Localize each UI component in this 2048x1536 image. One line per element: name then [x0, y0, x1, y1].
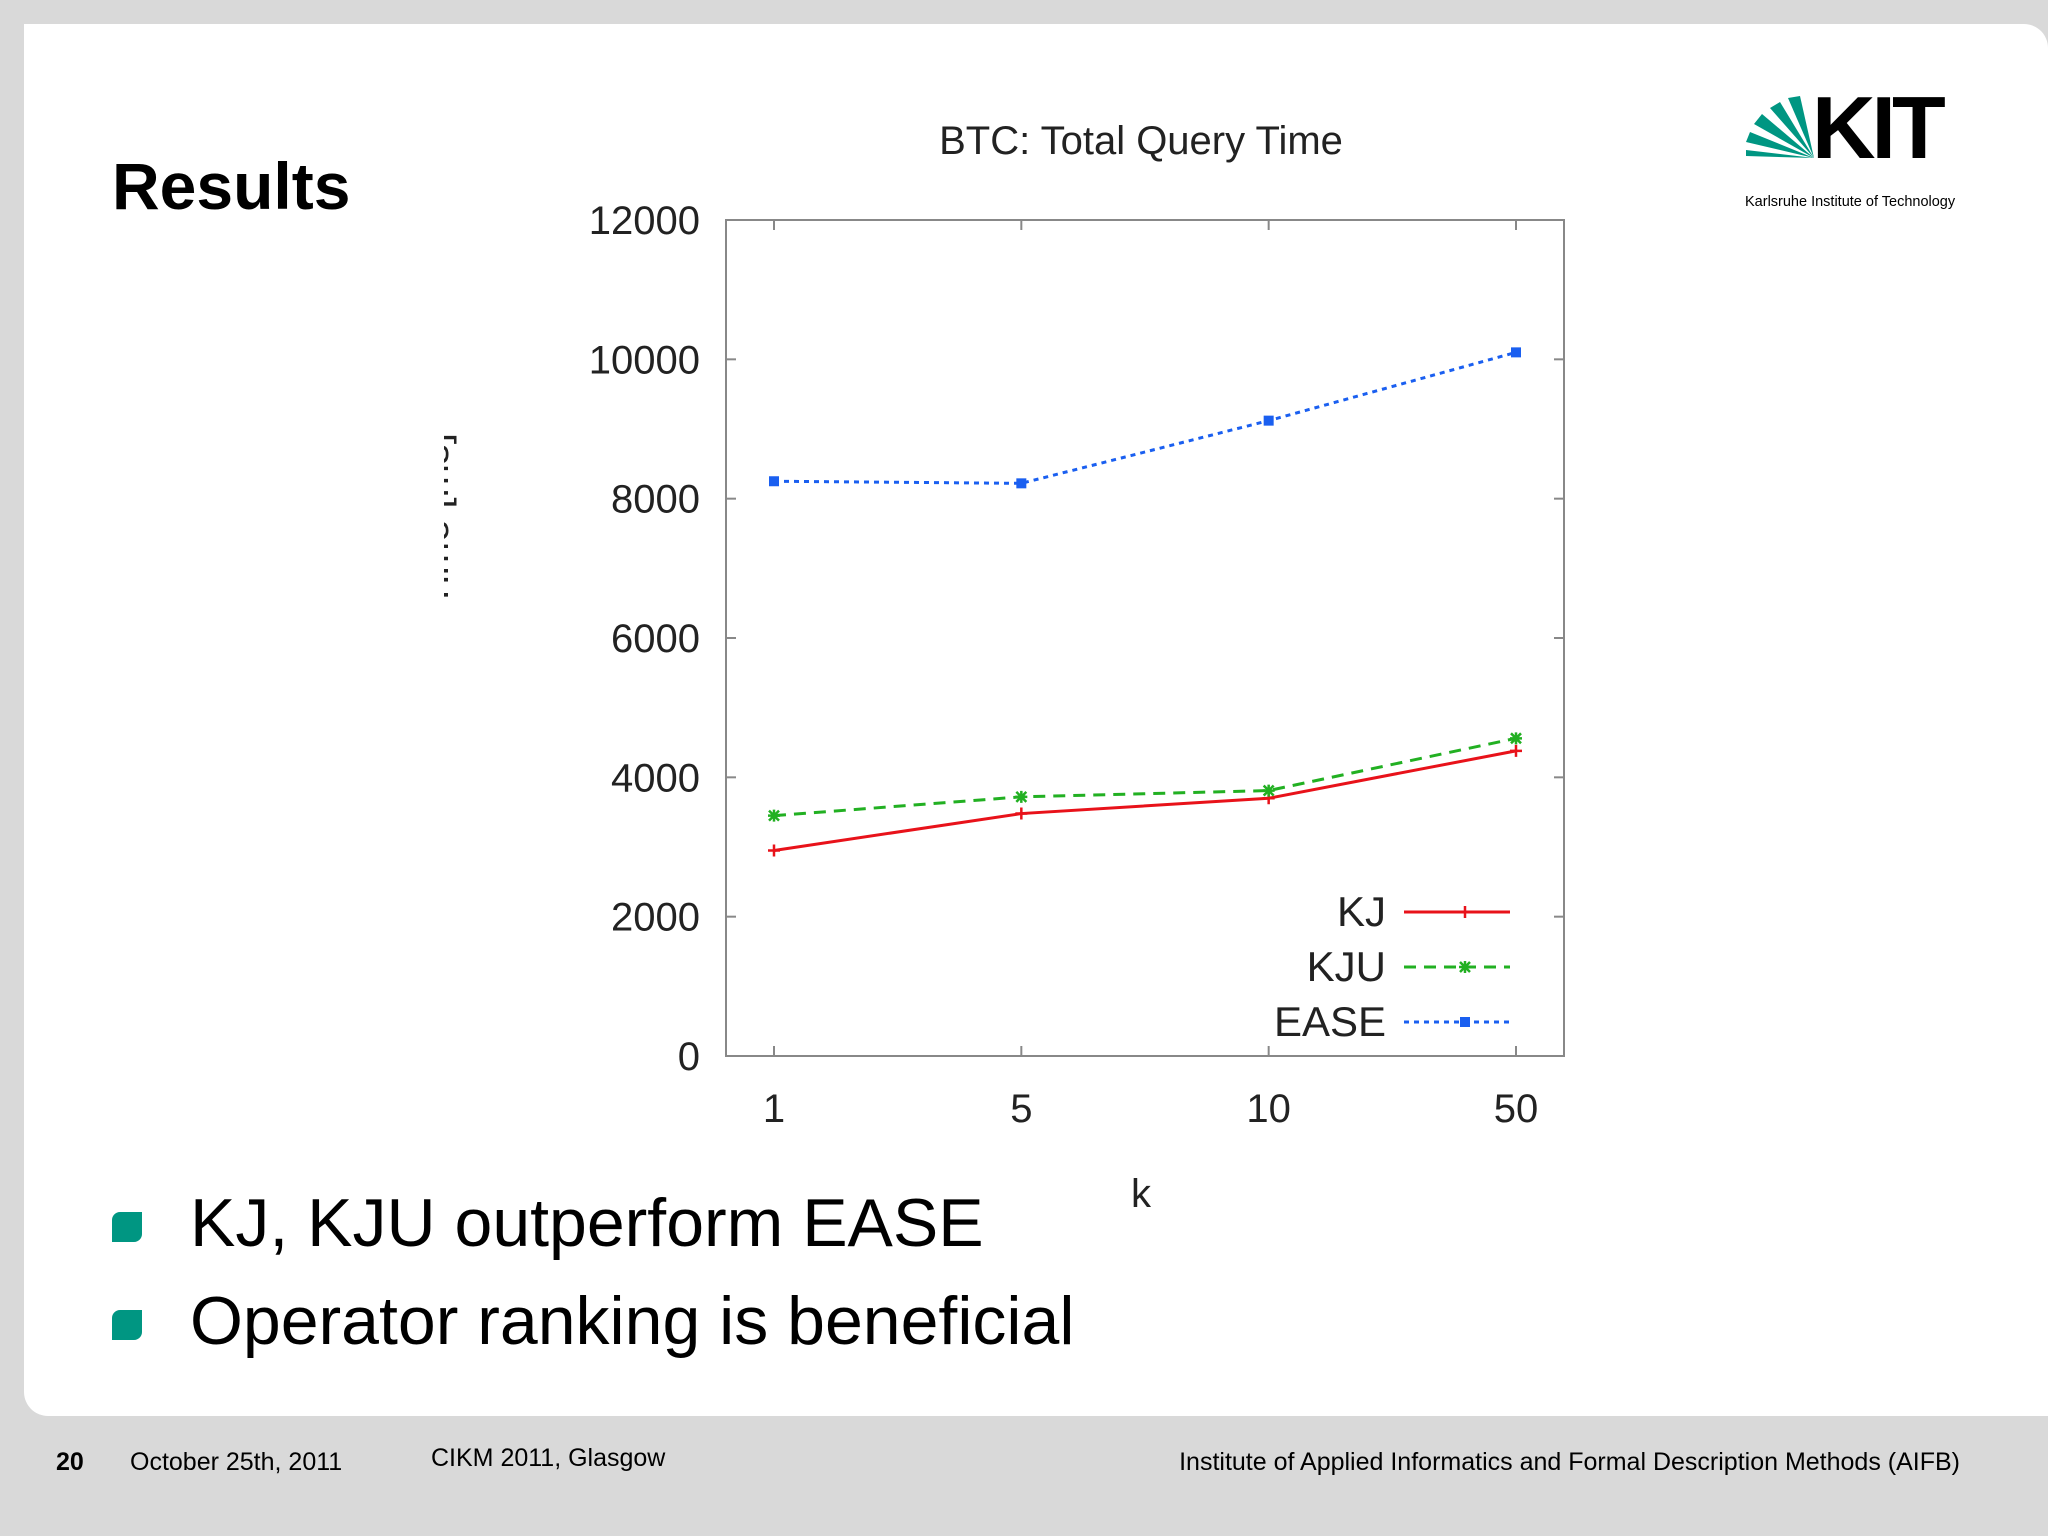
data-point-kj	[1510, 744, 1522, 757]
x-tick-label: 50	[1494, 1087, 1539, 1131]
series-kju	[768, 732, 1522, 822]
x-axis-ticks: 1 5 10 50	[763, 220, 1538, 1131]
data-point-ease	[1016, 478, 1027, 489]
footer-institute: Institute of Applied Informatics and For…	[1179, 1448, 1960, 1476]
footer-conference: CIKM 2011, Glasgow	[431, 1444, 666, 1472]
y-axis-label: Time [ms]	[444, 433, 457, 607]
series-layer	[768, 347, 1522, 857]
slide: Results KIT Karlsruhe Institute of Techn…	[24, 24, 2048, 1416]
page-number: 20	[56, 1448, 84, 1476]
bullet-item: Operator ranking is beneficial	[112, 1272, 1074, 1370]
legend-item-ease: EASE	[1274, 998, 1510, 1045]
data-point-kju	[1510, 732, 1522, 745]
x-tick-label: 1	[763, 1087, 785, 1131]
data-point-kj	[768, 844, 780, 857]
data-point-kju	[1015, 790, 1028, 803]
data-point-ease	[769, 476, 779, 487]
legend-item-kju: KJU	[1307, 943, 1510, 990]
legend-label-ease: EASE	[1274, 998, 1386, 1045]
kit-logo-fan-icon	[1746, 96, 1814, 158]
bullet-square-icon	[112, 1310, 142, 1340]
bullet-list: KJ, KJU outperform EASE Operator ranking…	[112, 1174, 1074, 1370]
footer-date: October 25th, 2011	[130, 1448, 343, 1476]
y-tick-label: 4000	[611, 756, 700, 800]
legend-label-kj: KJ	[1337, 888, 1386, 935]
y-tick-label: 6000	[611, 617, 700, 661]
y-tick-label: 2000	[611, 896, 700, 940]
plot-frame	[725, 219, 1565, 1057]
x-axis-label: k	[1131, 1172, 1152, 1216]
bullet-text: Operator ranking is beneficial	[190, 1283, 1075, 1359]
legend-marker-kju	[1459, 961, 1471, 973]
y-tick-label: 12000	[589, 199, 700, 243]
x-tick-label: 10	[1246, 1087, 1291, 1131]
bullet-text: KJ, KJU outperform EASE	[190, 1185, 984, 1261]
data-point-ease	[1263, 415, 1274, 426]
kit-logo-text: KIT	[1812, 96, 1945, 177]
chart: BTC: Total Query Time Time [ms] k 0 2000 4…	[444, 119, 1565, 1216]
y-tick-label: 10000	[589, 338, 700, 382]
slide-title: Results	[112, 149, 351, 223]
data-point-kj	[1015, 807, 1028, 820]
series-ease	[769, 347, 1521, 489]
chart-title: BTC: Total Query Time	[939, 119, 1343, 163]
data-point-ease	[1511, 347, 1521, 358]
legend-marker-ease	[1460, 1017, 1470, 1027]
series-line-ease	[773, 350, 1517, 485]
kit-logo-subtitle: Karlsruhe Institute of Technology	[1745, 194, 1956, 210]
series-line-kj	[773, 749, 1517, 852]
legend-label-kju: KJU	[1307, 943, 1386, 990]
data-point-kju	[1262, 784, 1275, 797]
data-point-kju	[768, 809, 780, 822]
kit-logo: KIT Karlsruhe Institute of Technology	[1745, 96, 1956, 210]
bullet-item: KJ, KJU outperform EASE	[112, 1174, 1074, 1272]
x-tick-label: 5	[1010, 1087, 1032, 1131]
y-tick-label: 0	[678, 1035, 700, 1079]
series-line-kju	[773, 736, 1517, 818]
legend: KJ KJU EASE	[1274, 888, 1510, 1045]
y-tick-label: 8000	[611, 478, 700, 522]
y-axis-ticks: 0 2000 4000 6000 8000 10000 12000	[589, 199, 1564, 1079]
bullet-square-icon	[112, 1212, 142, 1242]
series-kj	[768, 744, 1522, 857]
legend-marker-kj	[1459, 906, 1471, 918]
legend-item-kj: KJ	[1337, 888, 1510, 935]
footer: 20 October 25th, 2011 CIKM 2011, Glasgow…	[0, 1440, 2048, 1500]
